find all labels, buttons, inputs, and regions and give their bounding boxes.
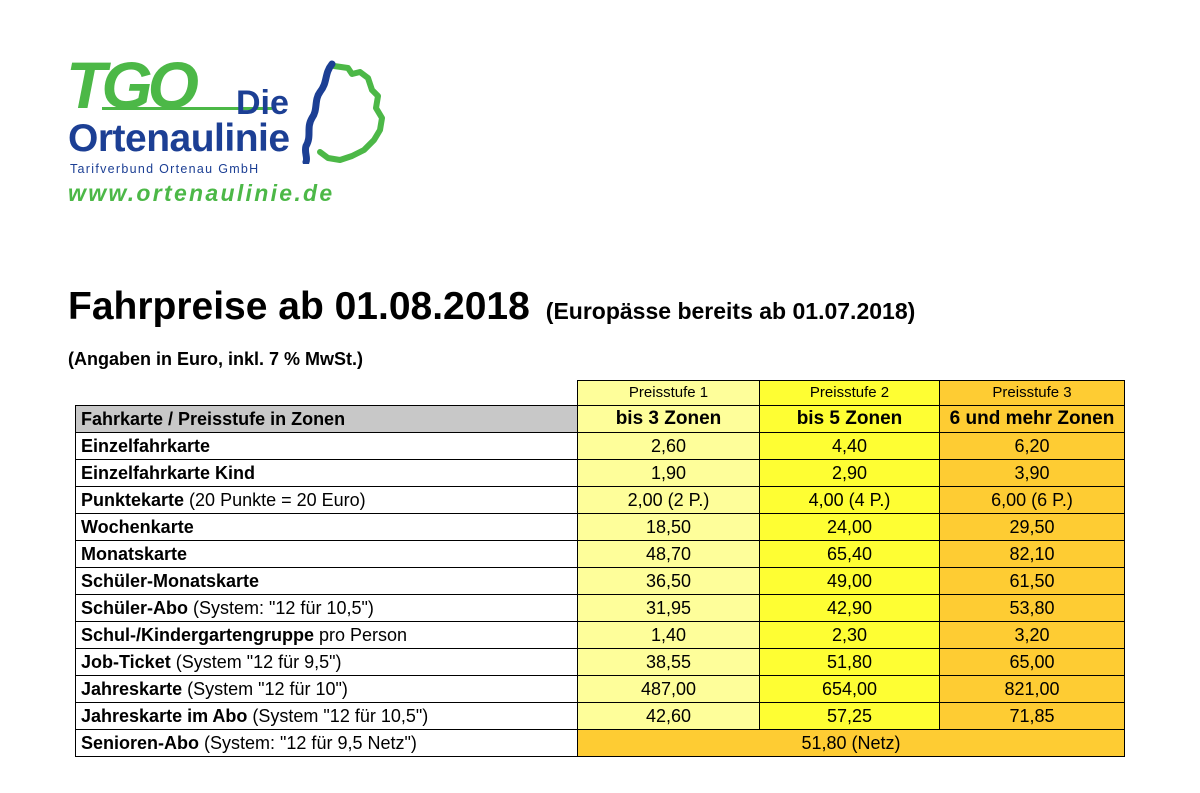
price-cell-level-1: 48,70 xyxy=(577,540,760,568)
price-cell-level-3: 3,20 xyxy=(939,621,1125,649)
table-row: Schüler-Abo (System: "12 für 10,5") 31,95… xyxy=(75,594,1125,622)
price-level-row: Preisstufe 1 Preisstufe 2 Preisstufe 3 xyxy=(76,380,1125,406)
baden-wuerttemberg-map-icon xyxy=(302,60,385,164)
table-row: Einzelfahrkarte 2,60 4,40 6,20 xyxy=(75,432,1125,460)
price-cell-level-1: 2,60 xyxy=(577,432,760,460)
ticket-name-cell: Jahreskarte im Abo (System "12 für 10,5"… xyxy=(75,702,578,730)
price-cell-level-3: 3,90 xyxy=(939,459,1125,487)
ticket-note: (System: "12 für 9,5 Netz") xyxy=(199,733,417,753)
ticket-name-cell: Schüler-Monatskarte xyxy=(75,567,578,595)
ticket-name-cell: Jahreskarte (System "12 für 10") xyxy=(75,675,578,703)
table-row: Schul-/Kindergartengruppe pro Person 1,40… xyxy=(75,621,1125,649)
ticket-note: (System "12 für 10") xyxy=(182,679,348,699)
ticket-name: Wochenkarte xyxy=(81,517,194,537)
price-cell-level-2: 2,90 xyxy=(759,459,940,487)
logo-website-url: www.ortenaulinie.de xyxy=(68,180,335,206)
price-cell-level-3: 82,10 xyxy=(939,540,1125,568)
price-cell-level-1: 1,40 xyxy=(577,621,760,649)
table-row: Job-Ticket (System "12 für 9,5") 38,55 51,… xyxy=(75,648,1125,676)
price-cell-level-2: 51,80 xyxy=(759,648,940,676)
price-cell-level-3: 61,50 xyxy=(939,567,1125,595)
price-cell-level-1: 36,50 xyxy=(577,567,760,595)
price-cell-level-3: 29,50 xyxy=(939,513,1125,541)
price-cell-level-1: 487,00 xyxy=(577,675,760,703)
title-note: (Europässe bereits ab 01.07.2018) xyxy=(545,298,916,324)
price-cell-level-2: 4,40 xyxy=(759,432,940,460)
ticket-note: (20 Punkte = 20 Euro) xyxy=(184,490,366,510)
ticket-name: Job-Ticket xyxy=(81,652,171,672)
ticket-name: Einzelfahrkarte Kind xyxy=(81,463,256,483)
ticket-note: (System "12 für 9,5") xyxy=(170,652,342,672)
empty-corner-cell xyxy=(76,381,578,406)
ticket-name: Schüler-Monatskarte xyxy=(81,571,260,591)
price-cell-level-3: 65,00 xyxy=(939,648,1125,676)
ticket-name: Monatskarte xyxy=(81,544,188,564)
table-row: Einzelfahrkarte Kind 1,90 2,90 3,90 xyxy=(75,459,1125,487)
ticket-name: Schul-/Kindergartengruppe xyxy=(81,625,315,645)
table-header-row: Fahrkarte / Preisstufe in Zonen bis 3 Zo… xyxy=(75,405,1125,433)
price-level-1: Preisstufe 1 xyxy=(577,380,760,406)
ticket-name-cell: Wochenkarte xyxy=(75,513,578,541)
page-title-line: Fahrpreise ab 01.08.2018 (Europässe berei… xyxy=(68,284,915,330)
price-cell-level-1: 38,55 xyxy=(577,648,760,676)
tgo-logo: TGO Die Ortenaulinie Tarifverbund Ortena… xyxy=(66,52,396,212)
price-note: (Angaben in Euro, inkl. 7 % MwSt.) xyxy=(68,349,364,369)
logo-die-text: Die xyxy=(236,84,289,122)
price-cell-level-2: 65,40 xyxy=(759,540,940,568)
ticket-note: (System: "12 für 10,5") xyxy=(188,598,374,618)
ticket-name-cell: Monatskarte xyxy=(75,540,578,568)
ticket-note: pro Person xyxy=(314,625,408,645)
price-level-2: Preisstufe 2 xyxy=(759,380,940,406)
price-cell-level-1: 2,00 (2 P.) xyxy=(577,486,760,514)
ticket-name-cell: Punktekarte (20 Punkte = 20 Euro) xyxy=(75,486,578,514)
logo-underline xyxy=(102,107,272,110)
ticket-name: Punktekarte xyxy=(81,490,185,510)
table-row: Monatskarte 48,70 65,40 82,10 xyxy=(75,540,1125,568)
ticket-name: Jahreskarte xyxy=(81,679,183,699)
senior-price: 51,80 (Netz) xyxy=(577,729,1125,757)
zone-header-3: 6 und mehr Zonen xyxy=(939,405,1125,433)
price-level-3: Preisstufe 3 xyxy=(939,380,1125,406)
zone-header-1: bis 3 Zonen xyxy=(577,405,760,433)
ticket-name: Einzelfahrkarte xyxy=(81,436,211,456)
logo-ortenaulinie-text: Ortenaulinie xyxy=(68,117,290,160)
ticket-name: Jahreskarte im Abo xyxy=(81,706,248,726)
zone-header-2: bis 5 Zonen xyxy=(759,405,940,433)
header-label: Fahrkarte / Preisstufe in Zonen xyxy=(75,405,578,433)
price-cell-level-1: 31,95 xyxy=(577,594,760,622)
price-cell-level-2: 4,00 (4 P.) xyxy=(759,486,940,514)
price-cell-level-2: 42,90 xyxy=(759,594,940,622)
ticket-name: Senioren-Abo xyxy=(81,733,200,753)
price-cell-level-3: 53,80 xyxy=(939,594,1125,622)
ticket-name-cell: Schul-/Kindergartengruppe pro Person xyxy=(75,621,578,649)
table-row: Jahreskarte (System "12 für 10") 487,00 65… xyxy=(75,675,1125,703)
table-row: Schüler-Monatskarte 36,50 49,00 61,50 xyxy=(75,567,1125,595)
table-row: Punktekarte (20 Punkte = 20 Euro) 2,00 (2… xyxy=(75,486,1125,514)
page-title: Fahrpreise ab 01.08.2018 xyxy=(68,285,530,328)
table-row: Wochenkarte 18,50 24,00 29,50 xyxy=(75,513,1125,541)
price-cell-level-2: 24,00 xyxy=(759,513,940,541)
price-cell-level-1: 1,90 xyxy=(577,459,760,487)
price-cell-level-1: 18,50 xyxy=(577,513,760,541)
ticket-name: Schüler-Abo xyxy=(81,598,189,618)
senior-row: Senioren-Abo (System: "12 für 9,5 Netz")… xyxy=(75,729,1125,757)
ticket-name-cell: Senioren-Abo (System: "12 für 9,5 Netz") xyxy=(75,729,578,757)
table-row: Jahreskarte im Abo (System "12 für 10,5"… xyxy=(75,702,1125,730)
price-cell-level-2: 57,25 xyxy=(759,702,940,730)
price-cell-level-1: 42,60 xyxy=(577,702,760,730)
price-cell-level-2: 49,00 xyxy=(759,567,940,595)
ticket-name-cell: Job-Ticket (System "12 für 9,5") xyxy=(75,648,578,676)
price-cell-level-3: 6,00 (6 P.) xyxy=(939,486,1125,514)
price-cell-level-2: 2,30 xyxy=(759,621,940,649)
fare-table: Preisstufe 1 Preisstufe 2 Preisstufe 3 F… xyxy=(75,380,1125,757)
logo-company-name: Tarifverbund Ortenau GmbH xyxy=(70,162,260,176)
price-cell-level-3: 6,20 xyxy=(939,432,1125,460)
price-cell-level-3: 821,00 xyxy=(939,675,1125,703)
price-cell-level-2: 654,00 xyxy=(759,675,940,703)
price-cell-level-3: 71,85 xyxy=(939,702,1125,730)
ticket-name-cell: Einzelfahrkarte xyxy=(75,432,578,460)
ticket-name-cell: Schüler-Abo (System: "12 für 10,5") xyxy=(75,594,578,622)
ticket-note: (System "12 für 10,5") xyxy=(247,706,429,726)
ticket-name-cell: Einzelfahrkarte Kind xyxy=(75,459,578,487)
